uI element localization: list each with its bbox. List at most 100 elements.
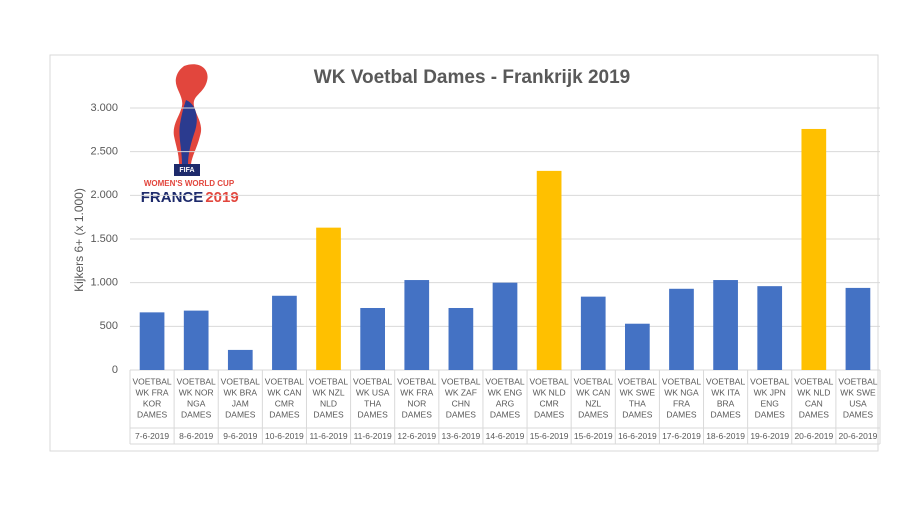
x-tick-label: DAMES (843, 409, 874, 419)
x-tick-label: DAMES (490, 409, 521, 419)
x-tick-label: 18-6-2019 (706, 431, 745, 441)
y-axis-title: Kijkers 6+ (x 1.000) (72, 188, 86, 292)
x-tick-label: WK USA (356, 387, 390, 397)
x-tick-label: VOETBAL (530, 376, 569, 386)
x-tick-label: VOETBAL (794, 376, 833, 386)
x-tick-label: VOETBAL (485, 376, 524, 386)
y-tick-label: 1.000 (90, 277, 118, 289)
x-tick-label: WK ZAF (445, 387, 477, 397)
x-tick-label: NOR (407, 398, 426, 408)
x-tick-label: WK ITA (711, 387, 740, 397)
x-tick-label: 9-6-2019 (223, 431, 257, 441)
x-tick-label: VOETBAL (706, 376, 745, 386)
x-tick-label: NLD (320, 398, 337, 408)
bar (801, 128, 827, 370)
logo-trophy-band (179, 100, 197, 164)
y-tick-label: 500 (100, 320, 118, 332)
x-tick-label: DAMES (799, 409, 830, 419)
bar (448, 307, 474, 370)
x-tick-label: VOETBAL (662, 376, 701, 386)
x-tick-label: BRA (717, 398, 735, 408)
bar (757, 286, 783, 370)
logo-text: WOMEN'S WORLD CUP (144, 179, 235, 188)
x-tick-label: VOETBAL (353, 376, 392, 386)
bar (404, 280, 430, 370)
bar (536, 170, 562, 370)
y-tick-label: 3.000 (90, 102, 118, 114)
x-tick-label: DAMES (666, 409, 697, 419)
x-tick-label: CMR (539, 398, 558, 408)
x-tick-label: WK JPN (754, 387, 786, 397)
bar (625, 323, 650, 370)
x-tick-label: 16-6-2019 (618, 431, 657, 441)
x-tick-label: 15-6-2019 (530, 431, 569, 441)
x-tick-label: VOETBAL (309, 376, 348, 386)
y-tick-label: 2.500 (90, 146, 118, 158)
bar (139, 312, 165, 370)
x-tick-label: 13-6-2019 (441, 431, 480, 441)
x-tick-label: VOETBAL (750, 376, 789, 386)
bar (316, 227, 341, 370)
x-tick-label: DAMES (402, 409, 433, 419)
x-tick-label: 7-6-2019 (135, 431, 169, 441)
logo-badge: FIFA (179, 167, 194, 174)
x-tick-label: DAMES (755, 409, 786, 419)
x-tick-label: ARG (496, 398, 514, 408)
x-tick-label: CHN (452, 398, 470, 408)
x-tick-label: NZL (585, 398, 601, 408)
bar (713, 280, 738, 370)
x-tick-label: KOR (143, 398, 161, 408)
logo-base (174, 164, 200, 176)
x-tick-label: VOETBAL (132, 376, 171, 386)
x-tick-label: 19-6-2019 (750, 431, 789, 441)
bar (183, 310, 209, 370)
x-tick-label: THA (364, 398, 381, 408)
y-tick-label: 2.000 (90, 189, 118, 201)
bar (669, 288, 694, 370)
x-tick-label: WK BRA (224, 387, 258, 397)
x-tick-label: NGA (187, 398, 206, 408)
logo-text: 2019 (205, 189, 238, 206)
x-tick-label: VOETBAL (441, 376, 480, 386)
x-tick-label: WK CAN (267, 387, 301, 397)
chart-title: WK Voetbal Dames - Frankrijk 2019 (314, 67, 630, 88)
x-tick-label: 11-6-2019 (354, 431, 392, 441)
x-tick-label: DAMES (446, 409, 477, 419)
x-tick-label: 10-6-2019 (265, 431, 304, 441)
logo-text: FRANCE (141, 189, 204, 206)
x-tick-label: VOETBAL (838, 376, 877, 386)
x-tick-label: WK SWE (840, 387, 876, 397)
x-tick-label: WK NLD (533, 387, 566, 397)
x-tick-label: 17-6-2019 (662, 431, 701, 441)
x-tick-label: VOETBAL (618, 376, 657, 386)
x-tick-label: VOETBAL (177, 376, 216, 386)
x-tick-label: DAMES (534, 409, 565, 419)
x-tick-label: VOETBAL (265, 376, 304, 386)
y-tick-label: 1.500 (90, 233, 118, 245)
x-tick-label: DAMES (358, 409, 389, 419)
logo: FIFA WOMEN'S WORLD CUP FRANCE 2019 (141, 64, 239, 206)
x-tick-label: WK FRA (136, 387, 169, 397)
x-tick-label: ENG (760, 398, 778, 408)
x-tick-label: DAMES (181, 409, 212, 419)
x-tick-label: CAN (805, 398, 823, 408)
bar (845, 287, 871, 370)
x-tick-label: WK NOR (179, 387, 214, 397)
x-tick-label: 12-6-2019 (397, 431, 436, 441)
x-tick-label: WK NLD (797, 387, 830, 397)
x-tick-label: WK NZL (312, 387, 344, 397)
x-tick-label: 20-6-2019 (839, 431, 878, 441)
bar (360, 307, 385, 370)
x-tick-label: 15-6-2019 (574, 431, 613, 441)
bar (492, 282, 518, 370)
x-tick-label: DAMES (710, 409, 741, 419)
x-tick-label: DAMES (578, 409, 609, 419)
y-tick-label: 0 (112, 364, 118, 376)
x-tick-label: VOETBAL (574, 376, 613, 386)
x-tick-label: DAMES (313, 409, 344, 419)
x-tick-label: 11-6-2019 (309, 431, 347, 441)
x-tick-label: VOETBAL (221, 376, 260, 386)
x-tick-label: 14-6-2019 (486, 431, 525, 441)
bar (272, 295, 297, 370)
